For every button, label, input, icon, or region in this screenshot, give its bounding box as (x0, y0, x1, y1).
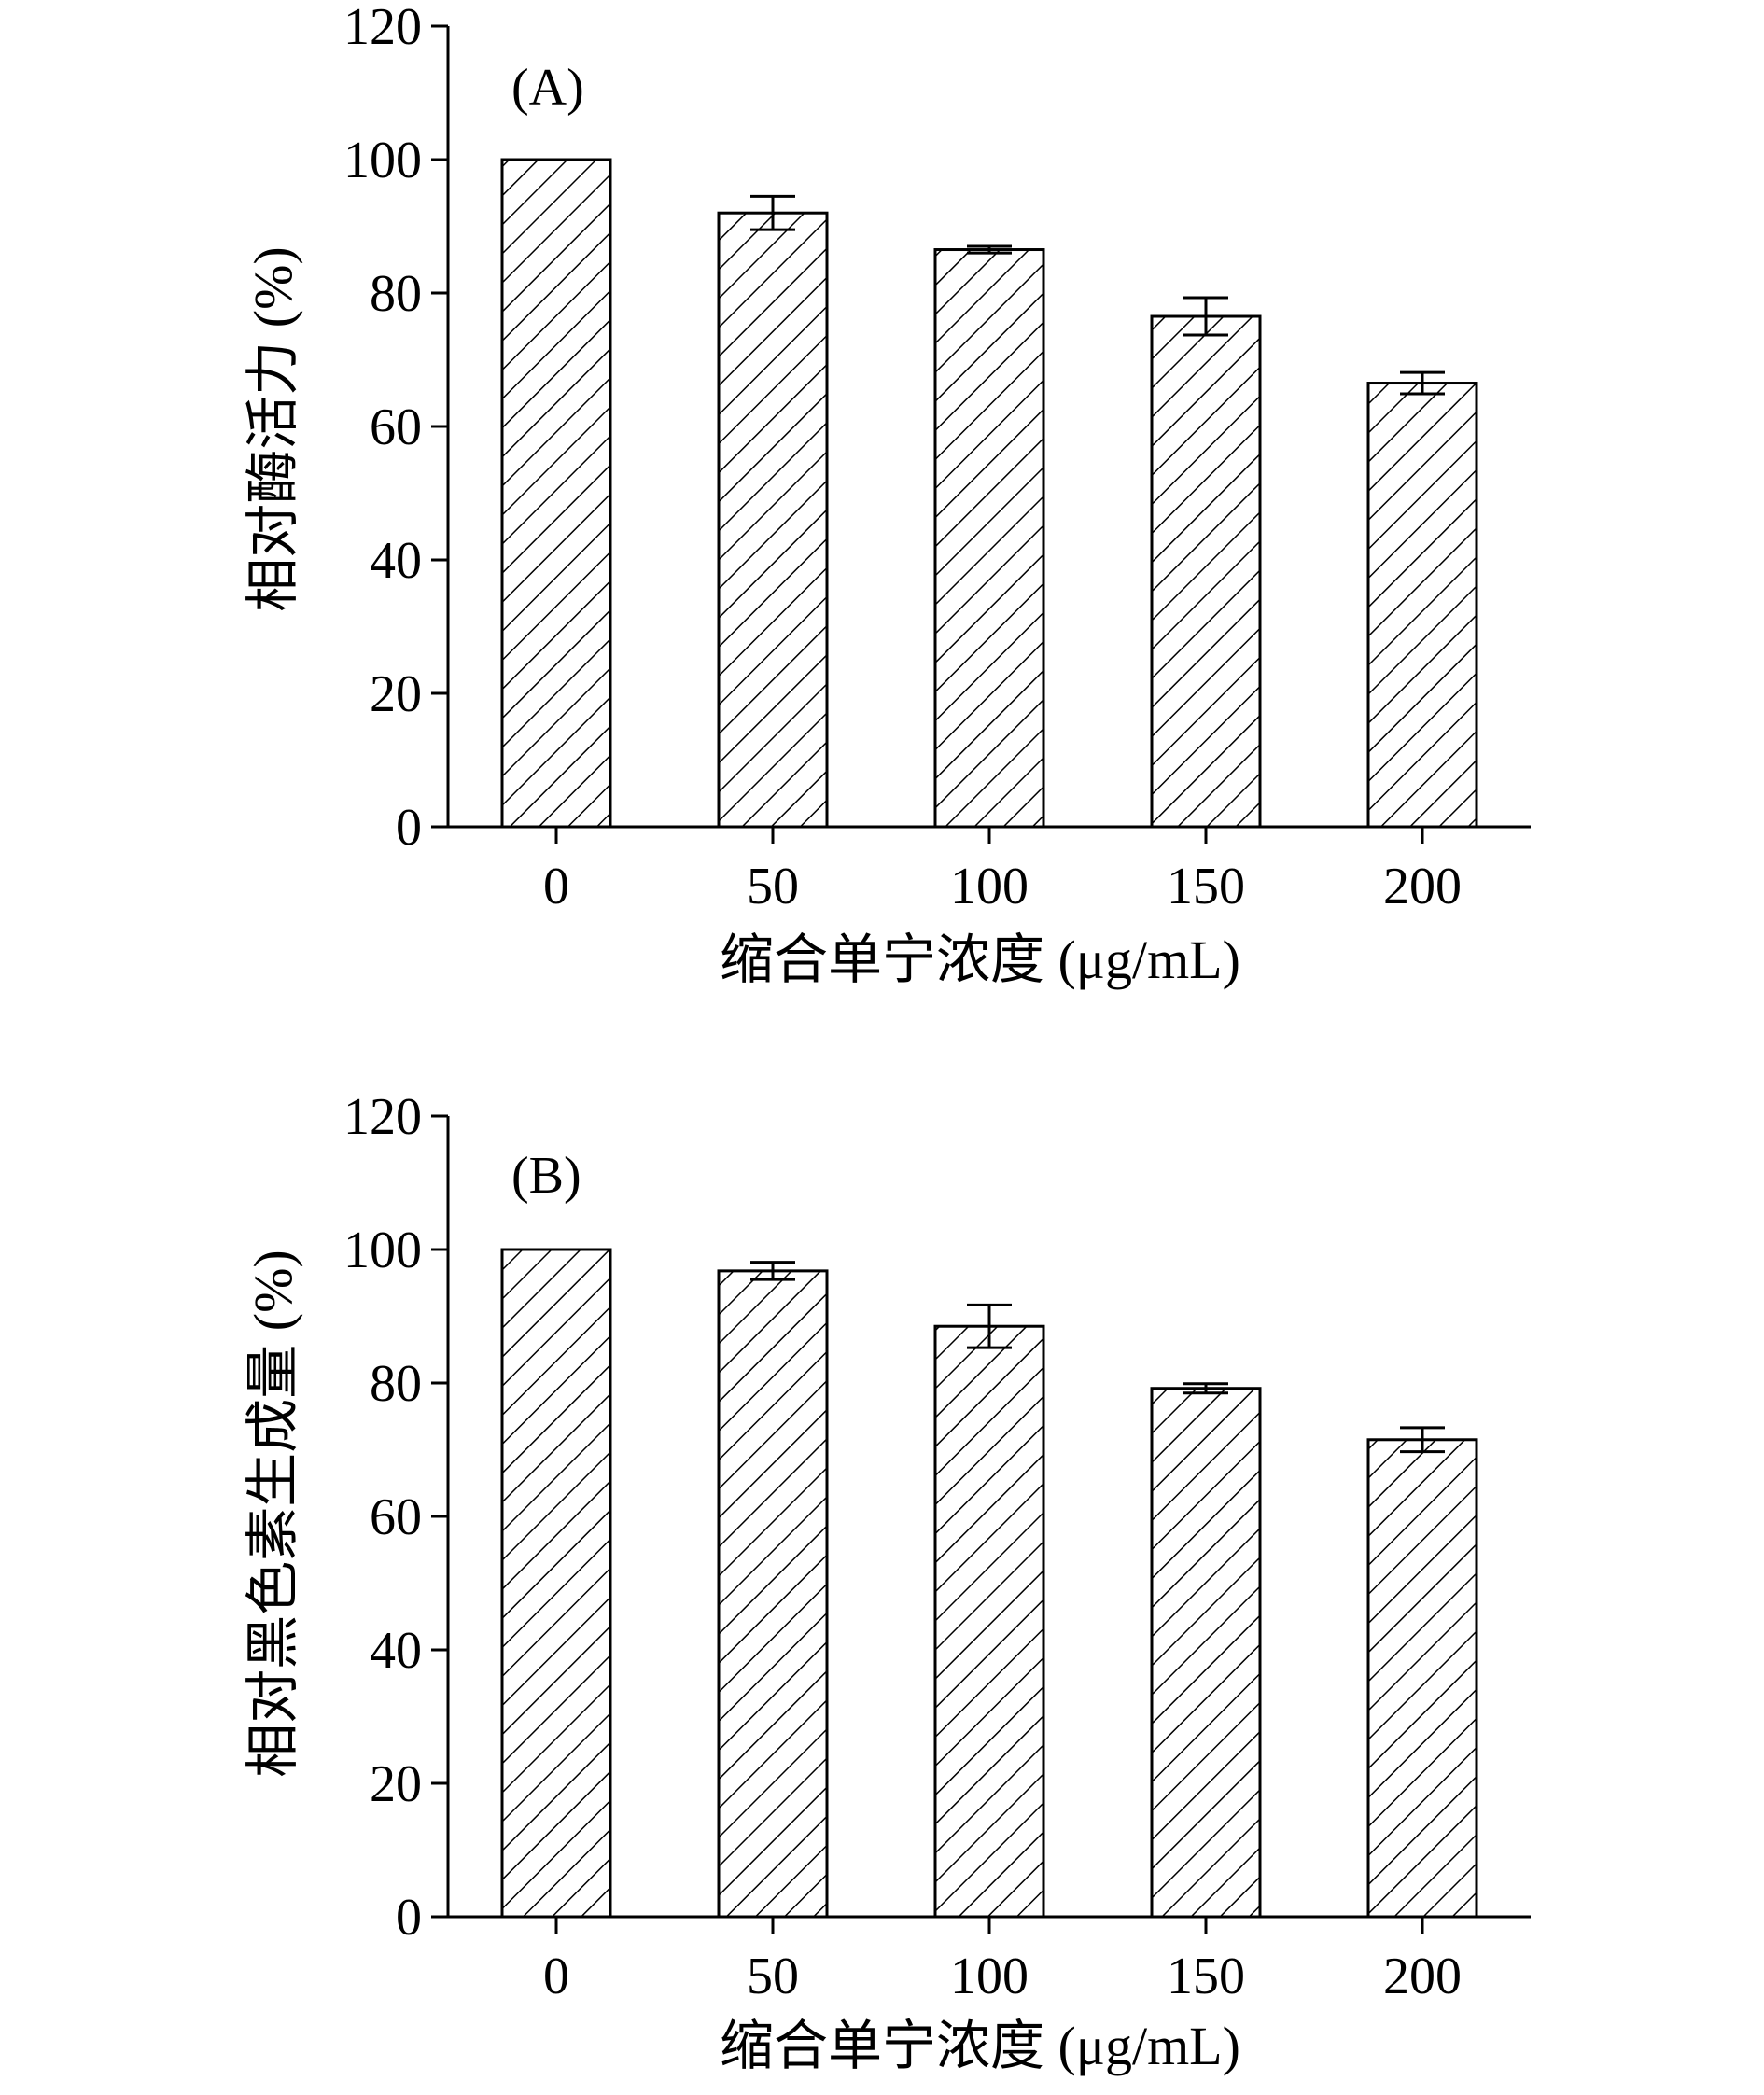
panel-a-y-tick-label: 0 (396, 799, 422, 857)
panel-b-y-axis-title: 相对黑色素生成量 (%) (243, 1250, 303, 1777)
panel-a-error-bars (750, 194, 1445, 396)
panel-a-x-tick-label: 150 (1167, 858, 1245, 915)
panel-b-y-tick-label: 80 (370, 1355, 422, 1413)
panel-a-x-ticks: 0 50 100 150 200 (543, 827, 1462, 915)
panel-b-y-tick-label: 0 (396, 1889, 422, 1947)
panel-b-y-tick-label: 60 (370, 1488, 422, 1546)
panel-a-y-tick-label: 100 (343, 132, 422, 189)
panel-a: 0 20 40 60 80 100 120 0 50 100 150 200 (A) 缩合单宁浓度 … (243, 0, 1531, 990)
panel-b-x-ticks: 0 50 100 150 200 (543, 1917, 1462, 2005)
panel-b-x-tick-label: 200 (1383, 1948, 1462, 2005)
panel-a-bar (717, 211, 829, 829)
panel-a-x-tick-label: 100 (950, 858, 1029, 915)
panel-a-y-tick-label: 20 (370, 665, 422, 723)
panel-b-bar (933, 1324, 1045, 1919)
panel-a-x-tick-label: 50 (747, 858, 799, 915)
panel-b-x-tick-label: 0 (543, 1948, 569, 2005)
panel-b-bar (500, 1248, 612, 1919)
panel-a-bar (1366, 382, 1478, 829)
panel-b-y-tick-label: 40 (370, 1622, 422, 1680)
panel-a-bars (500, 158, 1478, 829)
panel-a-x-tick-label: 0 (543, 858, 569, 915)
panel-b-x-tick-label: 150 (1167, 1948, 1245, 2005)
panel-b-y-ticks: 0 20 40 60 80 100 120 (343, 1088, 448, 1947)
panel-b-bar (717, 1269, 829, 1919)
panel-b-y-tick-label: 120 (343, 1088, 422, 1146)
panel-a-x-axis-title: 缩合单宁浓度 (μg/mL) (720, 929, 1240, 990)
panel-a-y-ticks: 0 20 40 60 80 100 120 (343, 0, 448, 857)
panel-a-bar (1150, 314, 1262, 829)
panel-a-y-axis-title: 相对酶活力 (%) (243, 246, 303, 611)
panel-a-y-tick-label: 120 (343, 0, 422, 56)
panel-b-y-tick-label: 100 (343, 1222, 422, 1279)
panel-b-error-bars (750, 1261, 1445, 1454)
panel-a-x-tick-label: 200 (1383, 858, 1462, 915)
panel-a-y-tick-label: 40 (370, 532, 422, 590)
panel-a-label: (A) (511, 59, 584, 117)
panel-b-bar (1150, 1387, 1262, 1919)
panel-b-bar (1366, 1438, 1478, 1919)
panel-b-label: (B) (511, 1147, 581, 1205)
panel-a-bar (933, 248, 1045, 829)
panel-b-x-tick-label: 50 (747, 1948, 799, 2005)
panel-b-x-tick-label: 100 (950, 1948, 1029, 2005)
panel-b: 0 20 40 60 80 100 120 0 50 100 150 200 (B) 缩合单宁浓度 … (243, 1088, 1531, 2076)
panel-b-bars (500, 1248, 1478, 1919)
panel-a-y-tick-label: 60 (370, 398, 422, 456)
panel-b-y-tick-label: 20 (370, 1755, 422, 1813)
panel-b-x-axis-title: 缩合单宁浓度 (μg/mL) (720, 2016, 1240, 2076)
panel-a-bar (500, 158, 612, 829)
panel-a-y-tick-label: 80 (370, 265, 422, 323)
